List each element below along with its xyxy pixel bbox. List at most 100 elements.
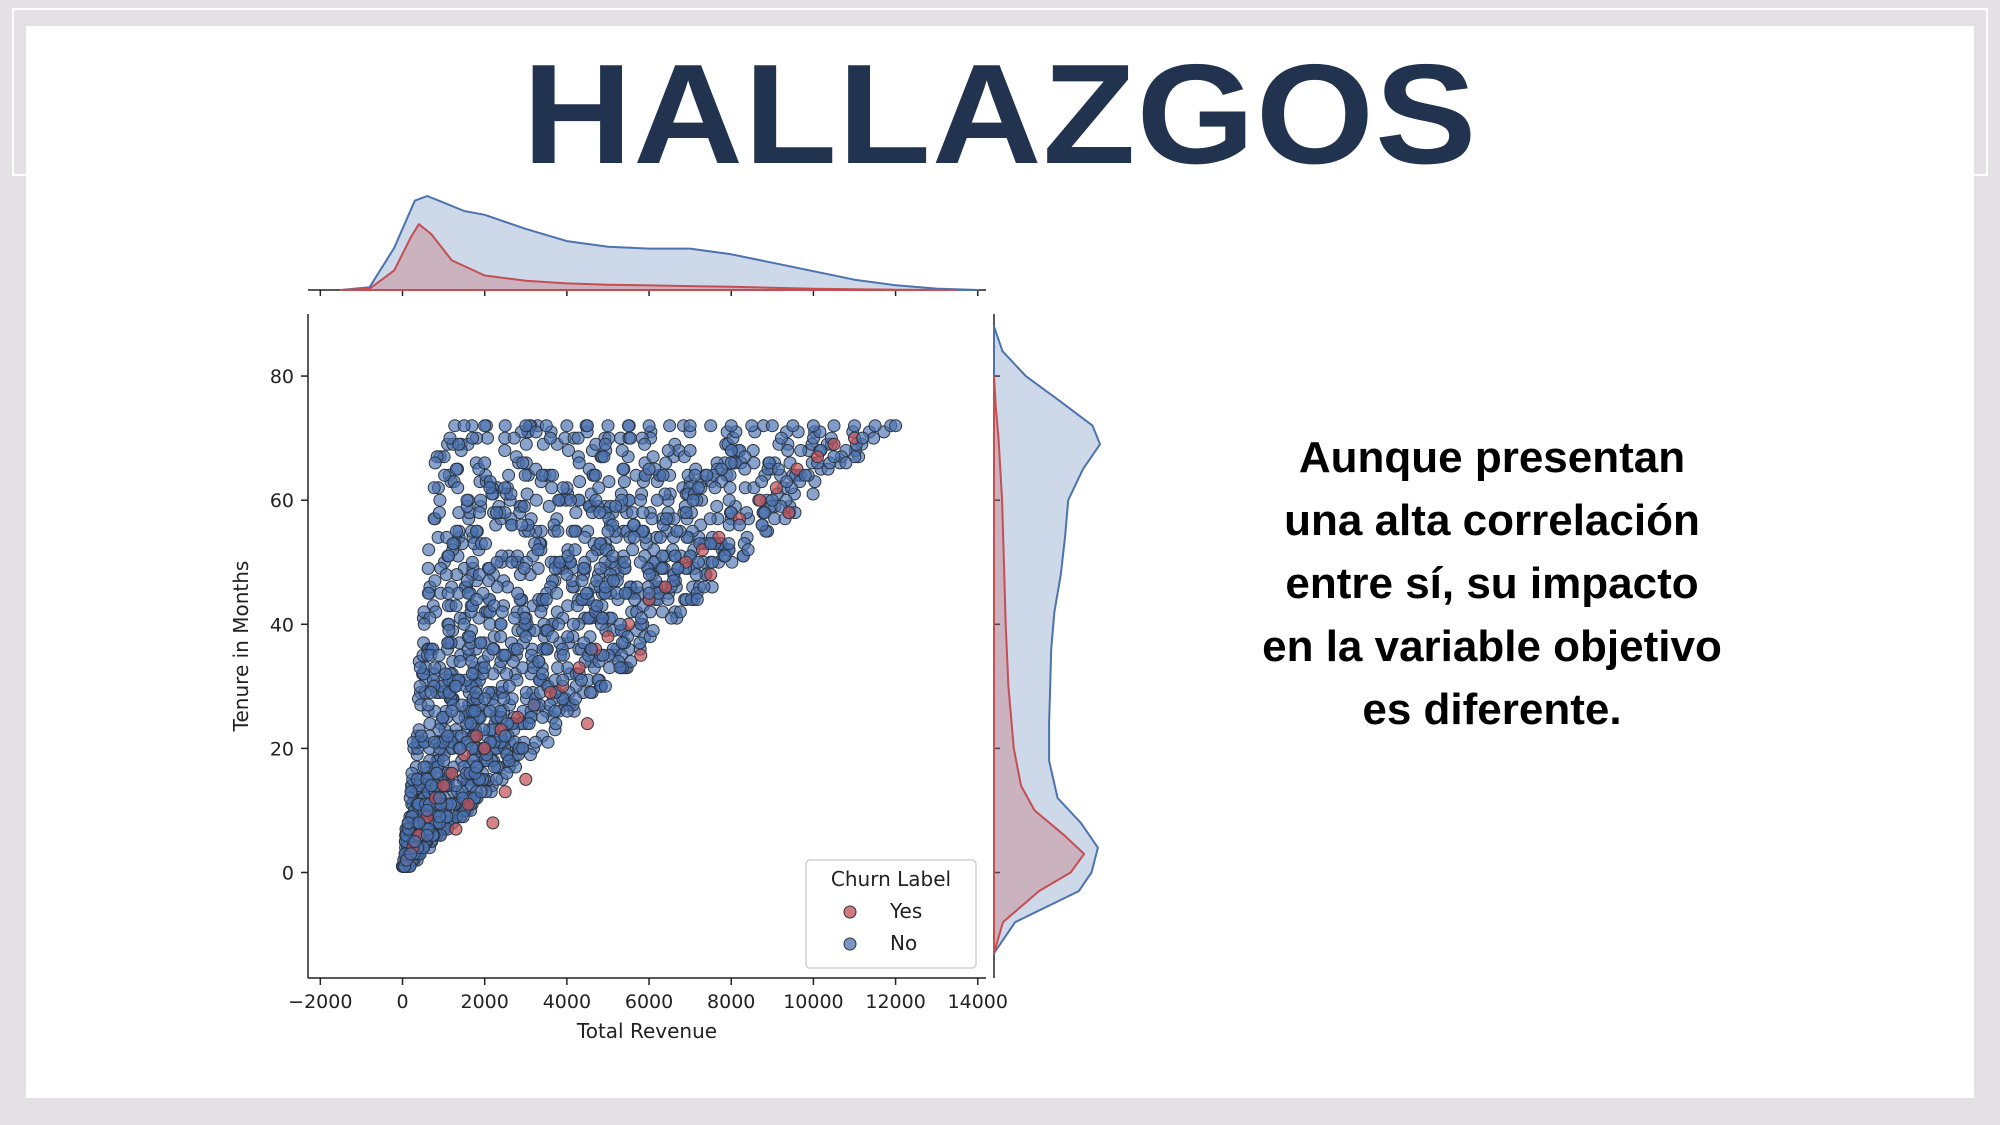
scatter-point [615,444,629,457]
scatter-point [708,481,722,495]
scatter-point [433,810,446,824]
finding-text: Aunque presentan una alta correlación en… [1152,426,1832,741]
scatter-point [470,593,483,606]
scatter-point [661,593,675,606]
scatter-point [483,704,497,718]
scatter-point [560,419,574,433]
scatter-point [469,686,483,699]
scatter-point [461,797,475,811]
scatter-point [664,611,678,625]
x-tick-label: 12000 [865,991,925,1013]
scatter-point [460,493,474,507]
x-tick-label: 10000 [783,991,843,1013]
series-no [398,419,903,873]
scatter-point [597,450,611,464]
scatter-point [556,673,570,687]
scatter-point [839,456,853,470]
scatter-point [572,456,586,470]
scatter-point [568,524,582,538]
scatter-point [441,729,455,743]
scatter-point [436,710,450,724]
scatter-point [705,555,719,569]
marginal-y-kde [993,314,1101,978]
scatter-point [668,549,682,563]
scatter-point [780,475,794,489]
scatter-point [474,636,488,650]
scatter-point [580,717,594,731]
finding-line: entre sí, su impacto [1285,559,1699,608]
scatter-point [593,561,607,575]
slide: HALLAZGOS −2000 0 2000 4000 6000 8000 10000 120… [26,26,1974,1098]
scatter-point [782,506,796,520]
scatter-point [569,506,583,520]
scatter-point [660,512,673,526]
scatter-point [478,741,492,755]
scatter-point [486,816,500,830]
scatter-point [490,506,504,520]
scatter-point [827,437,841,451]
scatter-point [613,661,627,675]
scatter-point [741,543,755,557]
scatter-point [573,475,587,489]
scatter-point [532,655,546,668]
scatter-point [543,686,557,699]
scatter-point [498,481,512,495]
scatter-point [465,655,479,668]
scatter-point [690,593,704,606]
scatter-point [794,444,808,457]
scatter-point [542,499,556,513]
x-tick-label: −2000 [288,991,352,1013]
scatter-point [510,642,524,656]
scatter-point [432,648,446,662]
scatter-point [439,568,453,582]
scatter-point [564,493,577,507]
finding-line: Aunque presentan [1298,433,1686,482]
scatter-point [659,580,672,594]
legend-marker [843,905,857,919]
scatter-point [516,456,530,470]
scatter-point [516,741,530,755]
scatter-point [718,549,732,563]
scatter-point [439,667,453,681]
scatter-point [561,630,575,644]
scatter-point [595,611,609,625]
scatter-point [456,810,470,824]
scatter-point [638,437,652,451]
scatter-point [443,431,457,445]
scatter-point [738,450,752,464]
kde-y-no [993,325,1101,955]
scatter-point [427,735,441,749]
scatter-point [634,648,648,662]
scatter-point [574,673,588,687]
scatter-point [404,847,418,861]
scatter-point [424,779,438,793]
scatter-point [541,735,555,749]
scatter-point [519,686,533,699]
scatter-point [543,431,557,445]
scatter-point [609,499,623,513]
scatter-point [627,530,641,544]
legend-entry: No [890,931,917,955]
scatter-point [428,456,442,470]
scatter-point [889,419,903,433]
scatter-point [449,679,463,693]
scatter-point [697,580,711,594]
scatter-point [580,419,594,433]
scatter-point [519,772,533,786]
scatter-point [548,704,562,718]
scatter-point [827,419,841,433]
scatter-point [642,568,656,582]
scatter-point [585,642,598,656]
scatter-point [663,419,677,433]
axes: −2000 0 2000 4000 6000 8000 10000 12000 14000 0 20… [229,314,1008,1043]
kde-y-yes [993,375,1086,955]
scatter-point [495,605,509,619]
scatter-point [531,543,545,557]
scatter-point [646,450,660,464]
scatter-point [806,487,820,501]
scatter-point [642,462,656,476]
scatter-point [515,518,529,532]
scatter-point [623,431,637,445]
scatter-point [505,555,519,569]
scatter-point [498,419,512,433]
